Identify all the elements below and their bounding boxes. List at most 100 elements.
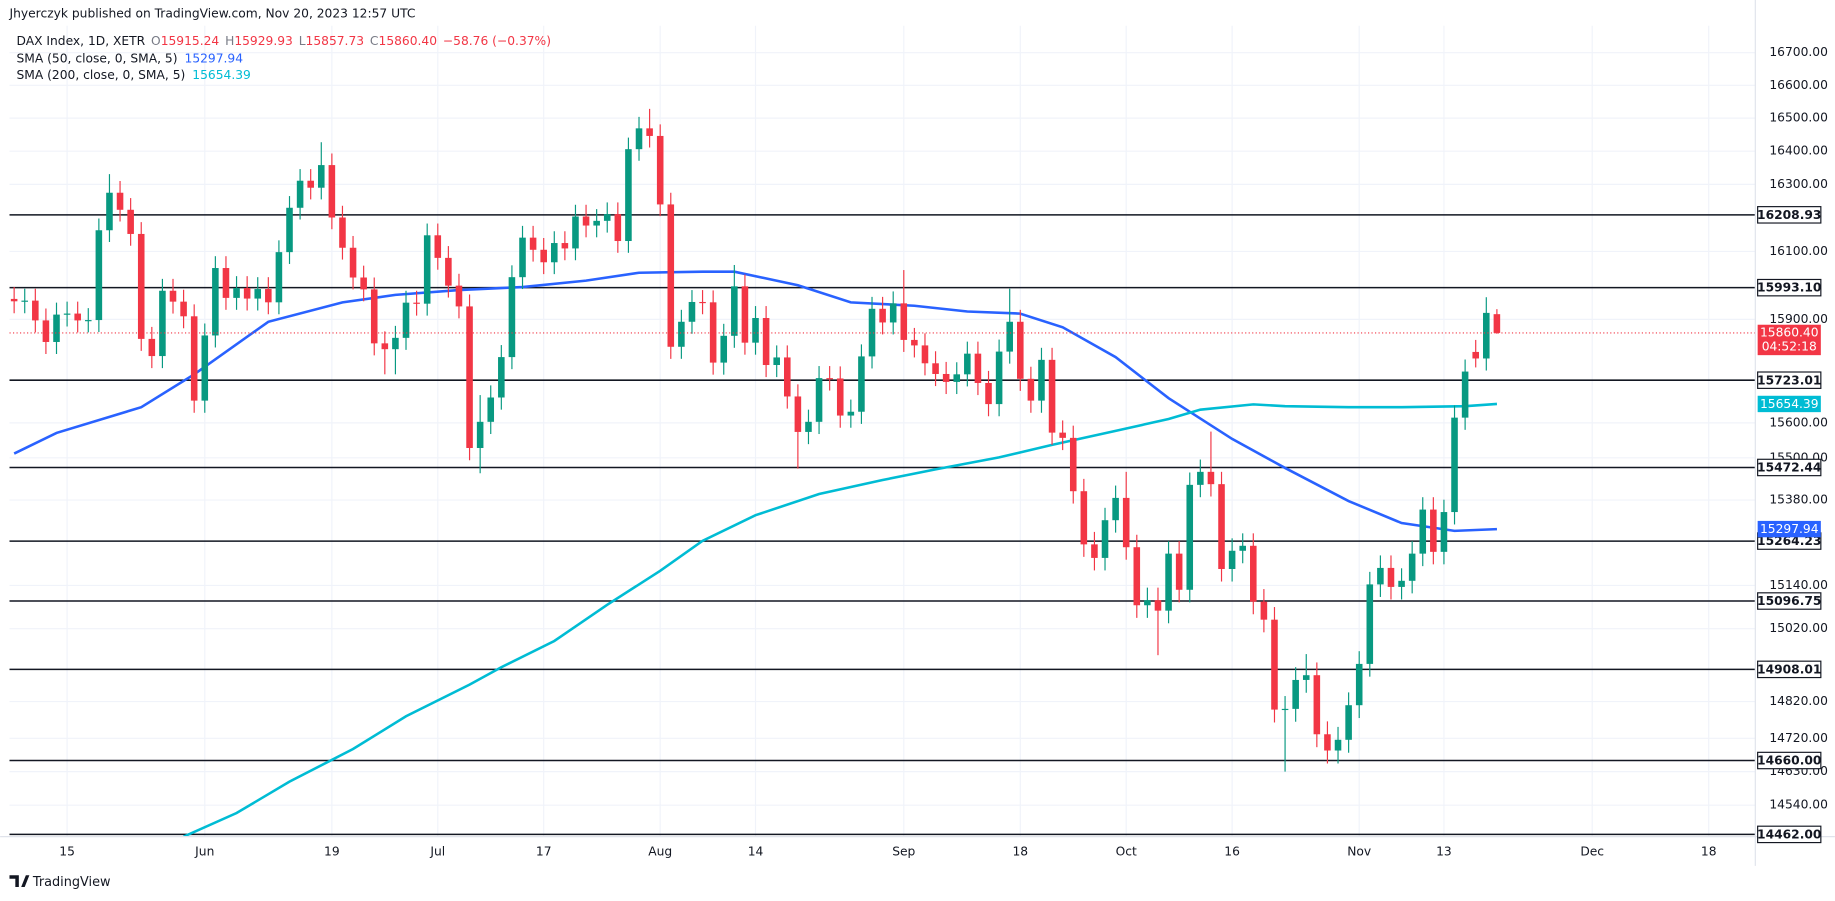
sma-badge-label: 15654.39 — [1760, 397, 1819, 411]
candle-body — [1461, 371, 1469, 418]
candle-body — [1281, 708, 1289, 711]
open-value: 15915.24 — [161, 33, 220, 47]
brand-logo: TradingView — [9, 875, 111, 890]
x-tick-label: 14 — [748, 844, 764, 858]
candle-body — [1197, 471, 1204, 485]
brand-name: TradingView — [32, 875, 111, 890]
candle-body — [487, 397, 495, 422]
legend-name: SMA (200, close, 0, SMA, 5) — [17, 67, 186, 81]
candle-body — [551, 243, 558, 263]
candle-body — [900, 303, 908, 340]
y-tick-label: 15380.00 — [1769, 493, 1828, 507]
x-tick-label: Sep — [892, 844, 915, 858]
candle-body — [392, 337, 399, 350]
level-badge-label: 14462.00 — [1757, 827, 1821, 841]
candle-body — [942, 373, 950, 382]
level-badge — [1757, 751, 1822, 770]
candle-body — [84, 320, 92, 322]
sma-badge — [1757, 520, 1821, 538]
level-badge — [1757, 660, 1822, 679]
candle-body — [1292, 679, 1299, 709]
x-tick-label: 13 — [1436, 844, 1452, 858]
candle-body — [1006, 321, 1013, 352]
candle-body — [561, 243, 569, 249]
candle-body — [508, 277, 516, 358]
candle-body — [1207, 471, 1215, 485]
x-tick-label: 17 — [536, 844, 552, 858]
y-tick-label: 16100.00 — [1769, 244, 1828, 258]
legend-sma200: SMA (200, close, 0, SMA, 5) 15654.39 — [17, 67, 251, 81]
candle-body — [1091, 544, 1098, 558]
candle-body — [720, 335, 728, 363]
candle-body — [741, 286, 749, 343]
candle-body — [784, 357, 791, 397]
high-value: 15929.93 — [234, 33, 293, 47]
candle-body — [826, 378, 833, 380]
candle-body — [699, 301, 706, 304]
candle-body — [42, 320, 50, 342]
candle-body — [921, 345, 929, 364]
candle-body — [1302, 675, 1310, 680]
candle-body — [1313, 675, 1321, 735]
y-tick-label: 16700.00 — [1769, 45, 1828, 59]
candle-body — [275, 252, 283, 303]
candle-body — [349, 247, 357, 278]
candle-body — [63, 313, 71, 315]
candle-body — [360, 277, 367, 290]
candle-body — [445, 257, 452, 286]
candle-body — [1419, 509, 1427, 554]
candle-body — [190, 316, 198, 401]
candle-body — [1038, 359, 1045, 401]
candle-body — [678, 321, 685, 347]
x-tick-label: Jul — [429, 844, 445, 858]
candle-body — [593, 220, 600, 226]
candle-body — [10, 298, 18, 302]
level-badge-label: 15472.44 — [1757, 461, 1821, 475]
candle-body — [805, 421, 812, 432]
level-badge-label: 14660.00 — [1757, 754, 1821, 768]
y-tick-label: 14720.00 — [1769, 731, 1828, 745]
x-tick-label: Jun — [194, 844, 214, 858]
candle-body — [339, 217, 346, 248]
candle-body — [1250, 545, 1257, 602]
candle-body — [233, 288, 240, 298]
y-tick-label: 14820.00 — [1769, 694, 1828, 708]
brand-icon — [9, 875, 30, 887]
legend-value: 15654.39 — [192, 67, 251, 81]
candle-body — [1069, 437, 1077, 492]
x-tick-label: Nov — [1347, 844, 1371, 858]
candle-body — [911, 339, 918, 346]
low-label: L — [299, 33, 306, 47]
candle-body — [1101, 520, 1109, 558]
candle-body — [572, 216, 579, 249]
candle-body — [317, 165, 325, 188]
candle-body — [889, 303, 897, 323]
candle-body — [1355, 663, 1363, 706]
candle-body — [625, 149, 632, 242]
level-badge — [1757, 278, 1822, 297]
level-badge-label: 15993.10 — [1757, 281, 1821, 295]
candle-body — [529, 237, 537, 250]
last-price-badge — [1757, 324, 1821, 356]
candle-body — [413, 302, 420, 304]
candle-body — [402, 302, 410, 338]
candle-body — [1366, 584, 1374, 664]
y-tick-label: 16600.00 — [1769, 78, 1828, 92]
legend-name: SMA (50, close, 0, SMA, 5) — [17, 51, 178, 65]
candle-body — [21, 300, 29, 302]
candle-body — [180, 301, 187, 317]
level-badge — [1757, 458, 1822, 477]
legend-value: 15297.94 — [185, 51, 244, 65]
candle-body — [32, 300, 39, 321]
candle-body — [423, 235, 431, 304]
candle-body — [243, 288, 251, 299]
candle-body — [985, 382, 992, 405]
legend-sma50: SMA (50, close, 0, SMA, 5) 15297.94 — [17, 51, 244, 65]
candle-body — [159, 290, 166, 357]
candle-body — [582, 216, 590, 226]
candle-body — [614, 214, 622, 242]
candle-body — [106, 192, 113, 231]
candle-body — [1186, 484, 1194, 590]
candle-body — [1112, 497, 1119, 521]
